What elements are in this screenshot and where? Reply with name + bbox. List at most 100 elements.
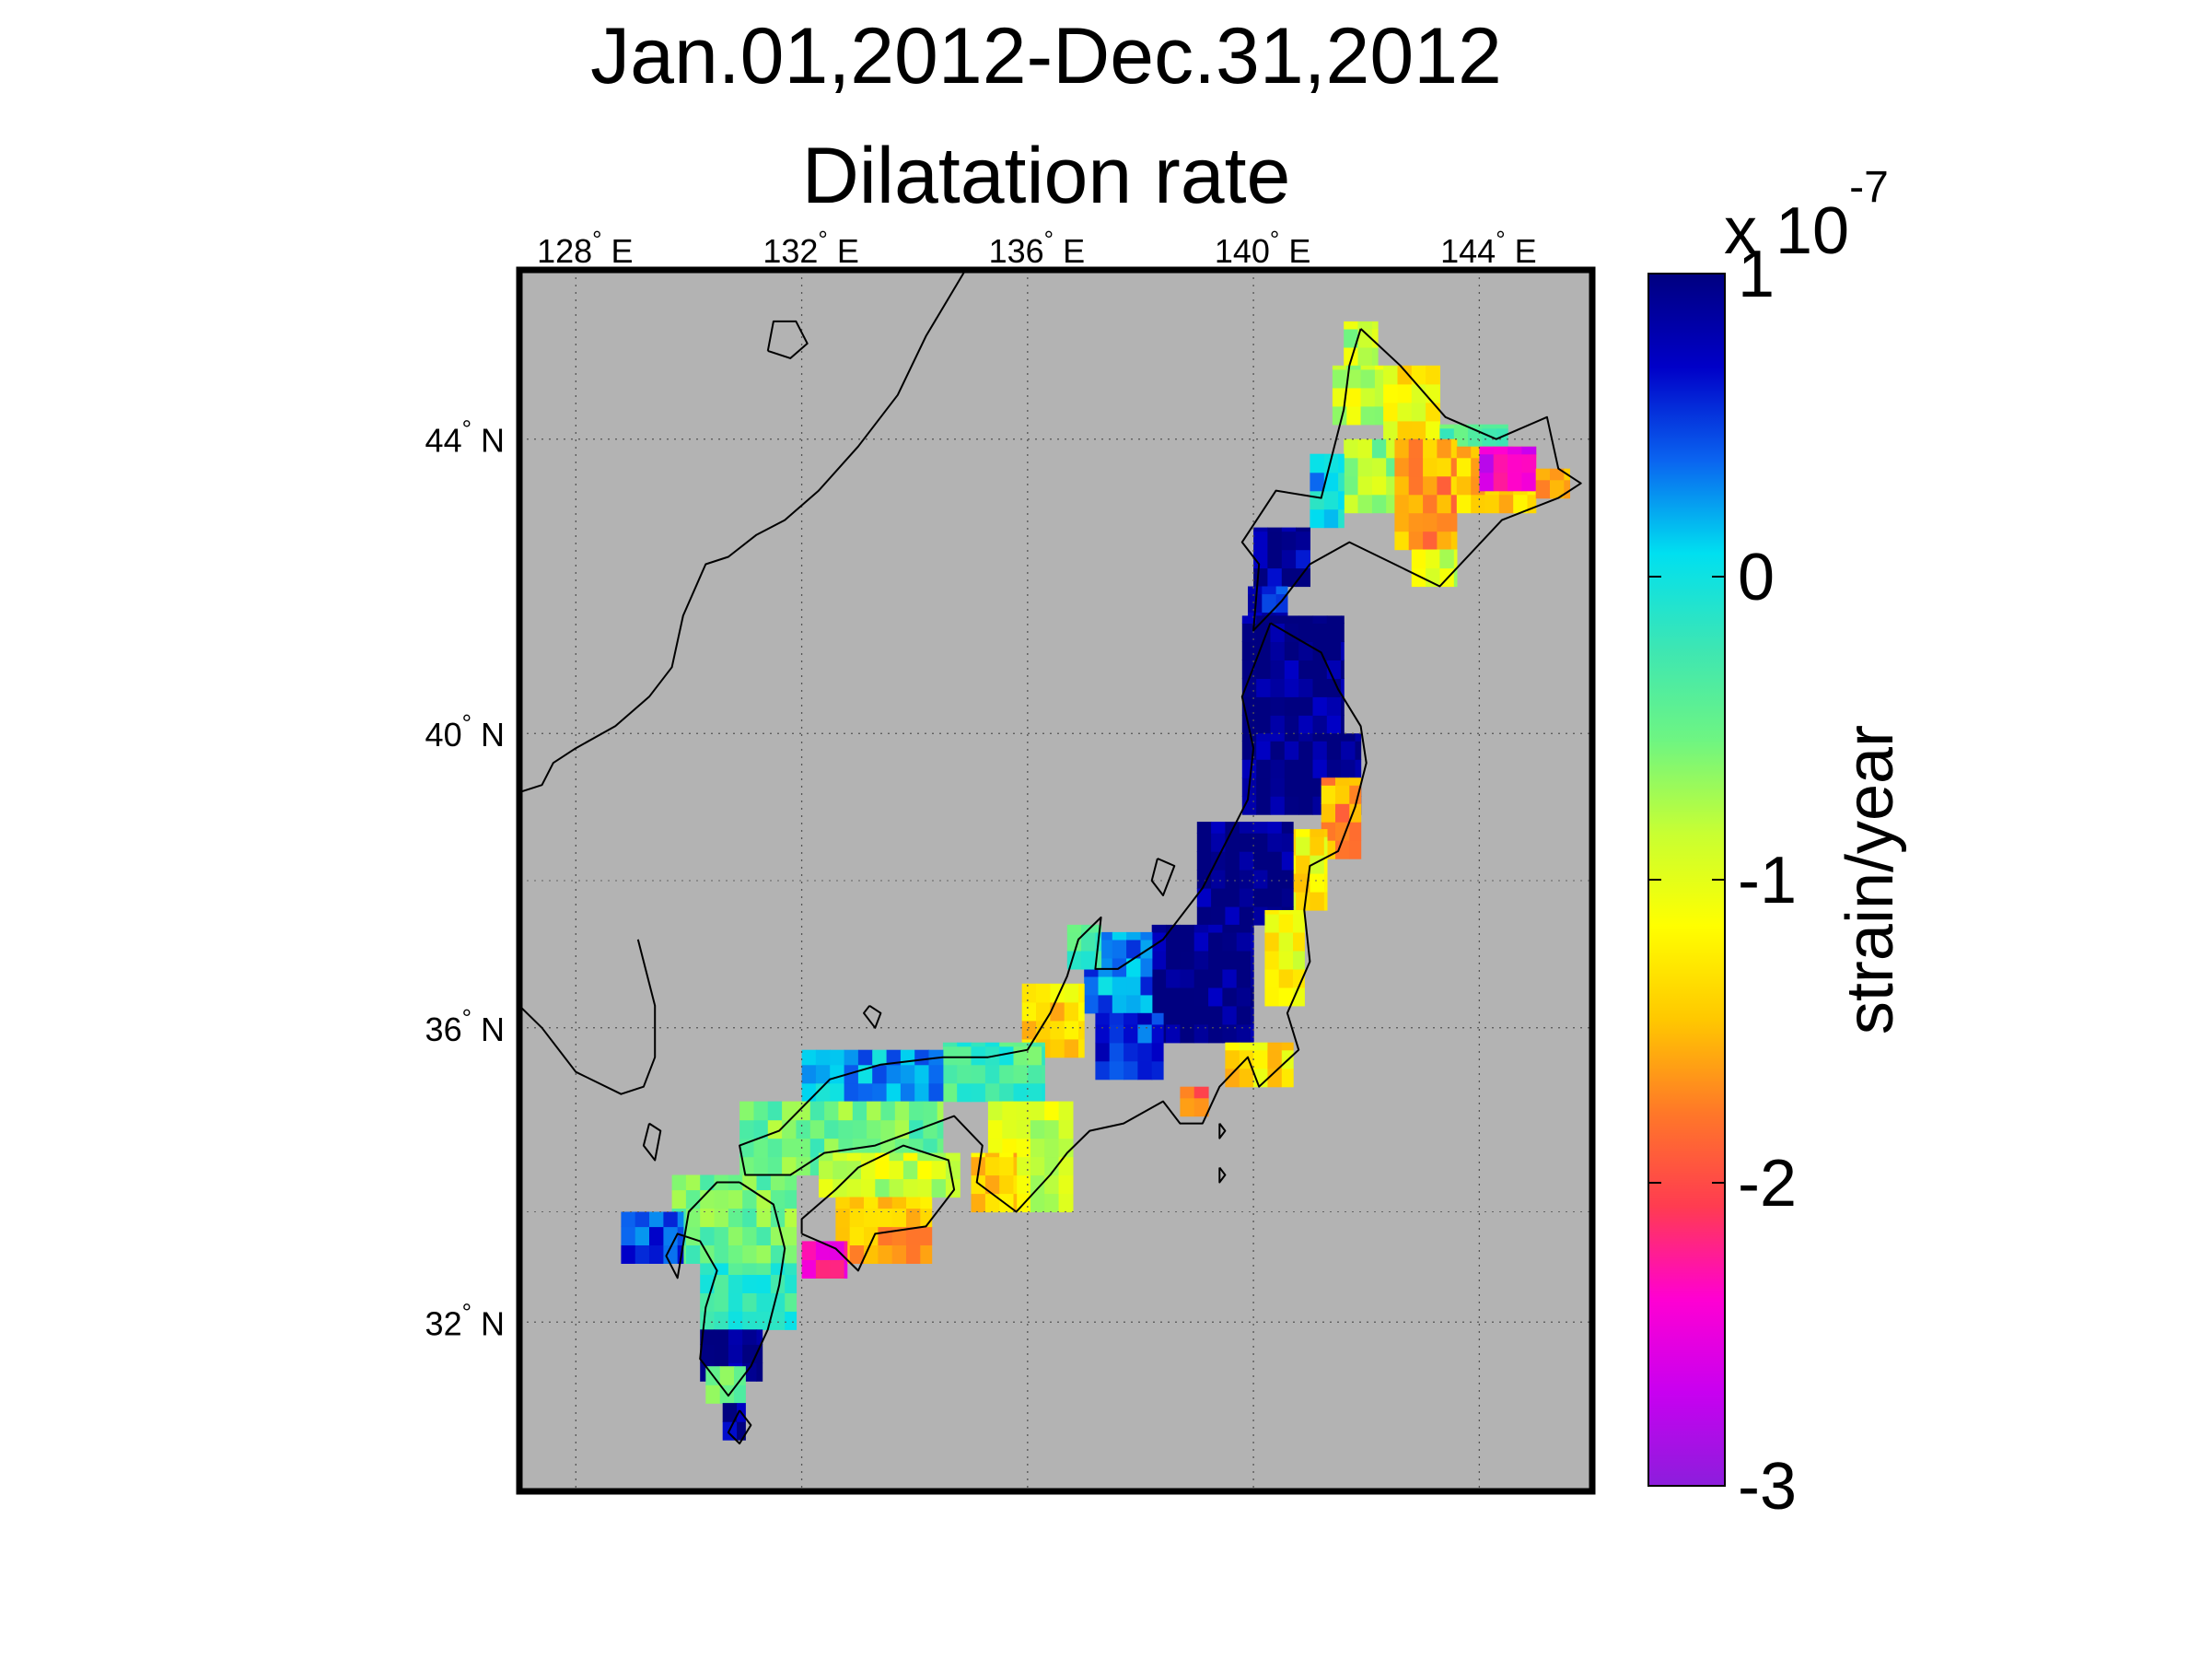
heatmap-cell [971, 1046, 986, 1066]
heatmap-region [1394, 438, 1458, 551]
heatmap-cell [728, 1344, 743, 1363]
coastline [1218, 1122, 1227, 1139]
heatmap-cell [923, 1101, 938, 1121]
colorbar-ticks: 1 0 -1 -2 -3 [1648, 238, 1797, 1524]
heatmap-cell [1208, 931, 1223, 952]
heatmap-cell [1241, 759, 1257, 778]
heatmap-cell [1137, 1042, 1153, 1062]
heatmap-cell [1383, 383, 1398, 403]
heatmap-cell [1044, 1101, 1060, 1121]
coastline [642, 1122, 662, 1162]
heatmap-cell [1013, 1193, 1018, 1213]
heatmap-cell [1002, 1101, 1018, 1121]
heatmap-cell [770, 1311, 786, 1330]
heatmap-cell [1002, 1119, 1018, 1139]
heatmap-cell [920, 1226, 933, 1245]
heatmap-cell [1482, 427, 1497, 448]
heatmap-cell [1058, 1119, 1074, 1139]
heatmap-cell [1371, 328, 1379, 348]
heatmap-cell [1535, 479, 1551, 499]
heatmap-cell [1293, 910, 1305, 915]
heatmap-cell [1030, 1174, 1045, 1195]
heatmap-cell [1196, 851, 1212, 870]
heatmap-cell [739, 1119, 754, 1139]
heatmap-cell [1341, 696, 1345, 716]
heatmap-cell [906, 1197, 921, 1209]
heatmap-cell [886, 1049, 902, 1066]
heatmap-cell [1437, 475, 1452, 496]
heatmap-cell [1193, 1023, 1209, 1044]
heatmap-cell [1394, 457, 1410, 477]
heatmap-cell [1027, 1064, 1042, 1084]
heatmap-cell [1256, 759, 1272, 778]
heatmap-cell [999, 1152, 1015, 1158]
heatmap-cell [872, 1064, 888, 1084]
heatmap-cell [832, 1152, 848, 1162]
heatmap-cell [838, 1119, 854, 1139]
heatmap-cell [1030, 1101, 1045, 1121]
heatmap-cell [1241, 660, 1257, 679]
heatmap-cell [671, 1174, 687, 1191]
heatmap-cell [700, 1174, 716, 1191]
heatmap-cell [1016, 1156, 1031, 1176]
heatmap-region [705, 1366, 746, 1404]
heatmap-cell [756, 1311, 772, 1330]
heatmap-cell [1284, 733, 1299, 742]
heatmap-cell [942, 1064, 958, 1084]
heatmap-cell [742, 1274, 758, 1293]
heatmap-region [1151, 924, 1254, 1044]
heatmap-cell [1016, 1174, 1031, 1195]
heatmap-cell [1196, 906, 1212, 926]
heatmap-region [801, 1241, 848, 1279]
heatmap-cell [1123, 1042, 1138, 1062]
heatmap-region [700, 1263, 797, 1330]
heatmap-cell [1344, 346, 1359, 367]
heatmap-cell [728, 1311, 743, 1330]
heatmap-cell [1335, 840, 1350, 859]
heatmap-cell [1341, 623, 1345, 642]
heatmap-cell [649, 1211, 664, 1228]
heatmap-cell [1196, 870, 1212, 889]
heatmap-cell [714, 1208, 729, 1228]
heatmap-cell [700, 1344, 716, 1363]
heatmap-cell [1281, 531, 1297, 551]
heatmap-cell [1298, 678, 1314, 697]
heatmap-cell [906, 1244, 921, 1264]
heatmap-cell [1312, 696, 1328, 716]
heatmap-cell [937, 1138, 944, 1158]
heatmap-cell [809, 1101, 825, 1121]
heatmap-cell [1256, 660, 1272, 679]
heatmap-cell [1374, 387, 1384, 407]
heatmap-cell [1225, 1068, 1240, 1088]
heatmap-cell [880, 1101, 896, 1121]
heatmap-cell [700, 1189, 716, 1209]
heatmap-cell [1193, 987, 1209, 1007]
heatmap-cell [1267, 1049, 1283, 1069]
coastline [739, 622, 1368, 1213]
heatmap-cell [1267, 851, 1283, 870]
heatmap-cell [1338, 508, 1345, 529]
heatmap-cell [1284, 759, 1299, 778]
heatmap-cell [1241, 733, 1257, 742]
heatmap-cell [1323, 855, 1328, 874]
heatmap-cell [1042, 1082, 1045, 1103]
heatmap-cell [1109, 1012, 1124, 1025]
heatmap-cell [1050, 1001, 1065, 1022]
heatmap-cell [1270, 715, 1286, 734]
heatmap-cell [1253, 567, 1268, 588]
heatmap-cell [801, 1259, 817, 1279]
heatmap-cell [917, 1160, 933, 1180]
heatmap-cell [815, 1064, 831, 1084]
heatmap-cell [1335, 803, 1350, 823]
heatmap-cell [1066, 924, 1082, 933]
heatmap-cell [1126, 931, 1141, 940]
heatmap-cell [1253, 888, 1268, 907]
colorbar-tick-label: -2 [1738, 1147, 1797, 1221]
heatmap-cell [1439, 549, 1455, 569]
heatmap-cell [867, 1138, 881, 1158]
heatmap-cell [1450, 475, 1458, 496]
heatmap-cell [714, 1344, 729, 1363]
heatmap-cell [846, 1178, 862, 1198]
heatmap-cell [1296, 567, 1310, 588]
heatmap-cell [849, 1244, 865, 1264]
